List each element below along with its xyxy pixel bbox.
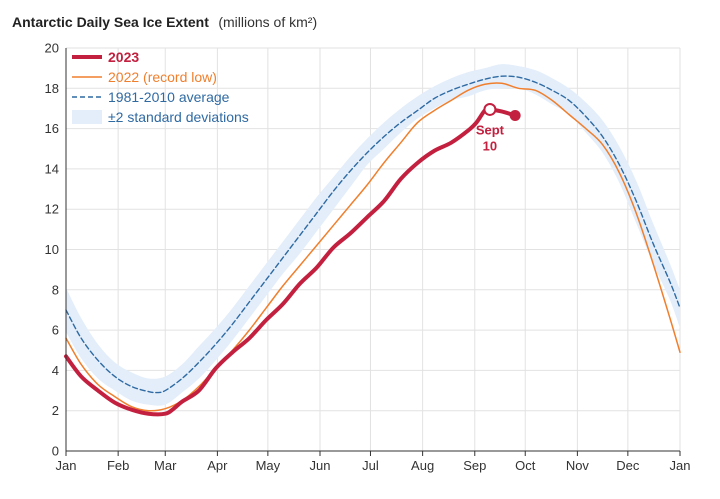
legend: 2023 2022 (record low) 1981-2010 average ±2… <box>72 49 249 125</box>
series-layer <box>64 75 681 417</box>
y-tick-label: 20 <box>45 41 59 56</box>
axes: 0 2 4 6 8 10 12 14 16 18 20 Jan Feb Mar Apr May Jun Jul Au… <box>45 41 691 474</box>
y-tick-label: 2 <box>52 403 59 418</box>
std-dev-band <box>66 64 680 406</box>
legend-average-label: 1981-2010 average <box>108 89 230 105</box>
y-tick-label: 12 <box>45 202 59 217</box>
y-tick-label: 14 <box>45 161 59 176</box>
legend-2023-label: 2023 <box>108 49 139 65</box>
annotation-label-line1: Sept <box>476 122 505 137</box>
legend-band-label: ±2 standard deviations <box>108 109 249 125</box>
x-tick-label: Sep <box>463 458 486 473</box>
std-dev-band-layer <box>66 64 680 406</box>
x-tick-label: Mar <box>154 458 177 473</box>
y-tick-label: 4 <box>52 363 59 378</box>
y-tick-label: 10 <box>45 242 59 257</box>
x-tick-label: Jan <box>670 458 691 473</box>
x-tick-label: Jul <box>362 458 379 473</box>
x-tick-label: Aug <box>411 458 434 473</box>
annotation-label-line2: 10 <box>483 138 497 153</box>
x-tick-label: May <box>256 458 281 473</box>
x-tick-label: Oct <box>515 458 536 473</box>
x-tick-label: Apr <box>207 458 228 473</box>
x-tick-label: Nov <box>566 458 590 473</box>
x-tick-label: Jun <box>310 458 331 473</box>
y-tick-label: 0 <box>52 444 59 459</box>
series-2023-line <box>64 107 518 417</box>
x-tick-label: Jan <box>56 458 77 473</box>
y-tick-label: 18 <box>45 81 59 96</box>
legend-band-swatch <box>72 110 102 124</box>
y-tick-label: 6 <box>52 323 59 338</box>
x-tick-label: Dec <box>616 458 640 473</box>
y-tick-label: 8 <box>52 282 59 297</box>
legend-2022-label: 2022 (record low) <box>108 69 217 85</box>
chart-title-main: Antarctic Daily Sea Ice Extent <box>12 14 209 30</box>
series-average-line <box>65 75 681 394</box>
chart-title: Antarctic Daily Sea Ice Extent (millions… <box>12 14 317 31</box>
latest-value-marker <box>509 110 521 122</box>
y-tick-label: 16 <box>45 121 59 136</box>
sept-10-marker <box>483 102 497 116</box>
chart-title-units: (millions of km²) <box>218 14 317 30</box>
series-2022-line <box>65 82 681 412</box>
x-tick-label: Feb <box>107 458 129 473</box>
